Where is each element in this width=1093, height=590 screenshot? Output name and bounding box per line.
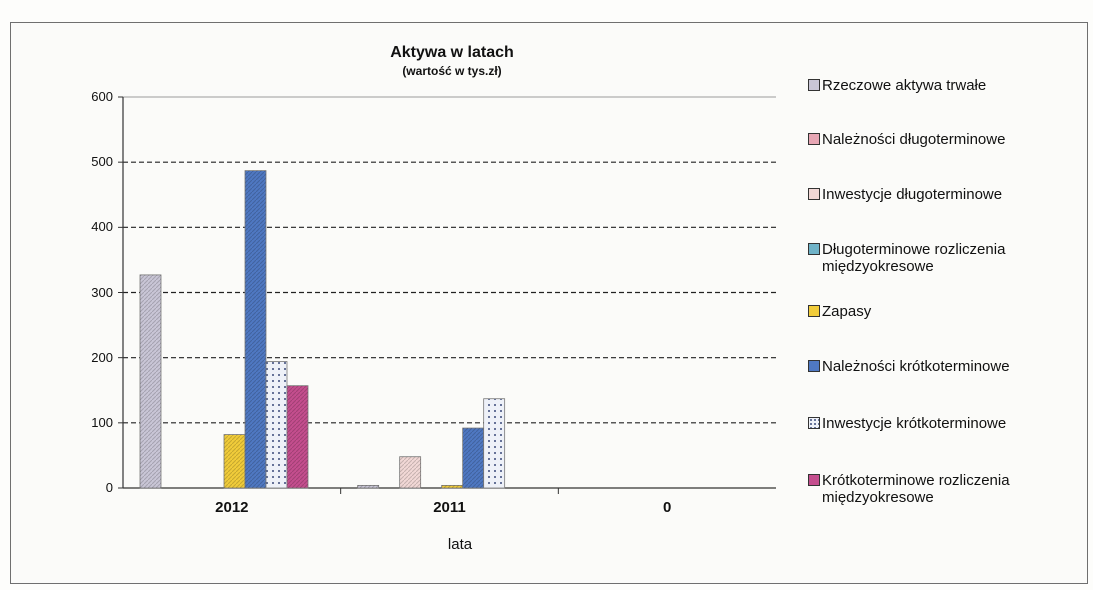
- legend-item: Krótkoterminowe rozliczenia międzyokresow…: [808, 472, 1068, 506]
- y-tick-label: 400: [91, 219, 113, 235]
- bar-texture: [224, 434, 245, 488]
- y-tick-label: 200: [91, 349, 113, 365]
- y-tick-label: 300: [91, 284, 113, 300]
- legend-label: Krótkoterminowe rozliczenia: [822, 472, 1010, 489]
- legend-label: Należności krótkoterminowe: [822, 358, 1010, 375]
- legend-item: Inwestycje długoterminowe: [808, 186, 1068, 203]
- legend-swatch: [808, 243, 820, 255]
- bar-texture: [399, 456, 421, 488]
- y-tick-label: 0: [105, 480, 113, 495]
- chart-subtitle: (wartość w tys.zł): [402, 64, 502, 78]
- x-axis-label: lata: [447, 536, 473, 553]
- legend-swatch: [808, 417, 820, 429]
- chart-title: Aktywa w latach: [390, 44, 514, 61]
- legend-item: Rzeczowe aktywa trwałe: [808, 77, 1068, 94]
- chart-frame: [10, 22, 1088, 584]
- x-tick-label: 0: [662, 499, 672, 516]
- bar-texture: [245, 170, 266, 488]
- legend-label: Inwestycje długoterminowe: [822, 186, 1003, 203]
- bar-texture: [462, 428, 484, 488]
- legend-item: Inwestycje krótkoterminowe: [808, 415, 1068, 432]
- bar-7-2011: [483, 398, 506, 489]
- legend-label: Rzeczowe aktywa trwałe: [822, 77, 987, 94]
- legend-swatch: [808, 360, 820, 372]
- legend-swatch: [808, 133, 820, 145]
- y-tick-label: 100: [91, 414, 113, 430]
- y-tick-label: 600: [91, 89, 113, 104]
- bar-texture: [357, 485, 379, 488]
- bar-texture: [287, 385, 308, 488]
- legend-swatch: [808, 188, 820, 200]
- legend-item: Zapasy: [808, 303, 1068, 320]
- legend-swatch: [808, 474, 820, 486]
- bar-texture: [140, 274, 161, 488]
- x-tick-label: 2011: [433, 499, 466, 516]
- legend-label: Zapasy: [822, 303, 872, 320]
- legend-label-line2: międzyokresowe: [822, 489, 934, 506]
- y-tick-label: 500: [91, 154, 113, 170]
- legend-label: Należności długoterminowe: [822, 131, 1006, 148]
- legend-label-line2: międzyokresowe: [822, 258, 934, 275]
- legend-item: Należności długoterminowe: [808, 131, 1068, 148]
- bar-7-2012: [265, 361, 288, 489]
- legend-swatch: [808, 305, 820, 317]
- bar-texture: [441, 485, 463, 488]
- legend-item: Należności krótkoterminowe: [808, 358, 1068, 375]
- legend-label: Inwestycje krótkoterminowe: [822, 415, 1007, 432]
- legend-label: Długoterminowe rozliczenia: [822, 241, 1006, 258]
- x-tick-label: 2012: [215, 499, 249, 516]
- legend-item: Długoterminowe rozliczenia międzyokresowe: [808, 241, 1068, 275]
- legend-swatch: [808, 79, 820, 91]
